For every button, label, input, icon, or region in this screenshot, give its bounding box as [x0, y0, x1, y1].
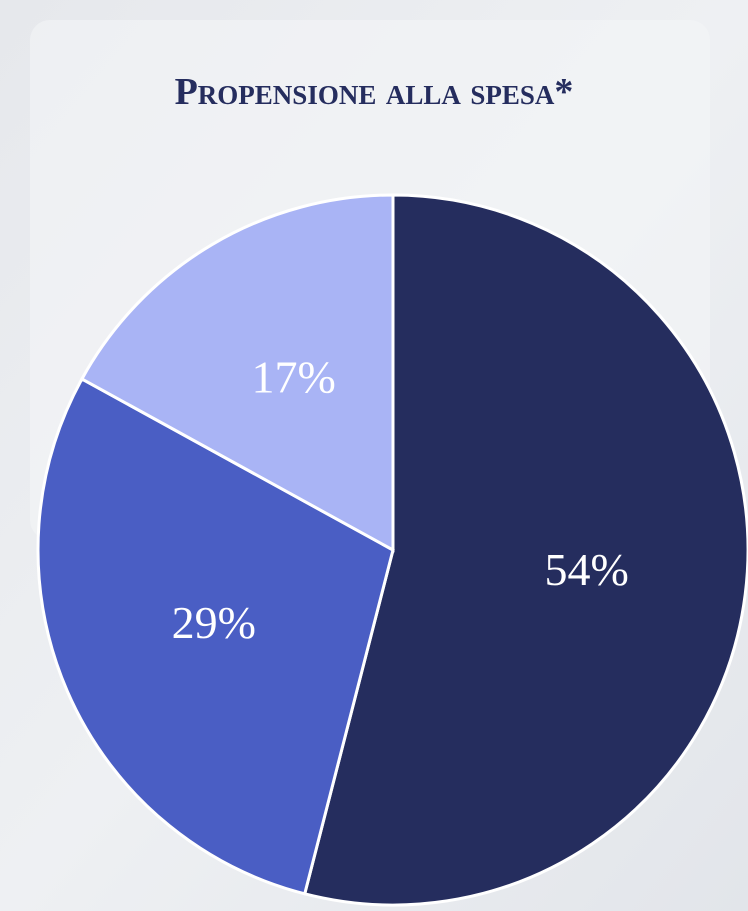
pie: 54% 29% 17%	[36, 193, 748, 907]
chart-title: Propensione alla spesa*	[175, 71, 574, 113]
data-label: 54%	[545, 544, 629, 595]
data-label: 17%	[251, 352, 335, 403]
pie-slice	[36, 376, 395, 896]
data-label: 29%	[172, 597, 256, 648]
pie-slice	[302, 193, 748, 907]
pie-slice	[79, 193, 395, 553]
